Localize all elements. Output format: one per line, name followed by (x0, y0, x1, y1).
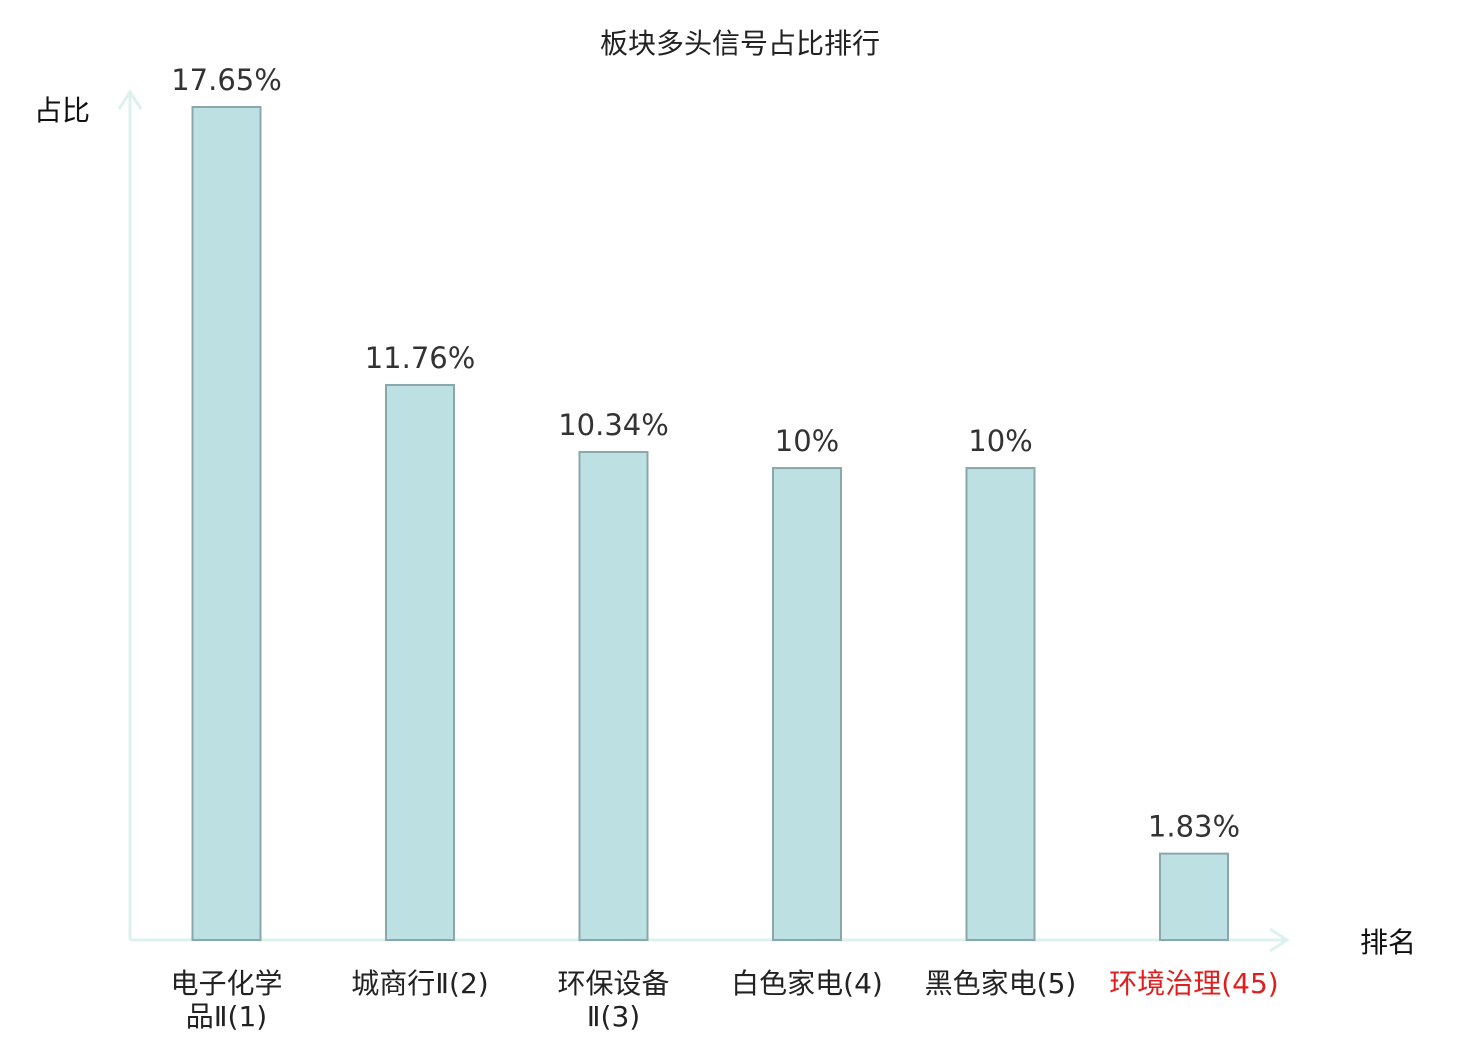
x-axis-arrow (1269, 927, 1290, 953)
category-label-6: 环境治理(45) (1109, 967, 1278, 1000)
chart-title: 板块多头信号占比排行 (600, 27, 880, 60)
bar-5 (965, 467, 1036, 941)
bar-1 (191, 106, 262, 941)
bar-4 (772, 467, 842, 941)
category-label-5: 黑色家电(5) (925, 967, 1077, 1000)
x-axis (130, 927, 1290, 953)
value-label-5: 10% (968, 424, 1032, 458)
value-label-6: 1.83% (1148, 810, 1240, 844)
y-axis (117, 89, 143, 940)
category-labels: 电子化学品Ⅱ(1) 城商行Ⅱ(2) 环保设备 Ⅱ(3) 白色家电(4) 黑色家电(5) 环境… (170, 967, 1278, 1033)
category-label-1: 电子化学品Ⅱ(1) (170, 967, 282, 1033)
y-axis-arrow (117, 89, 143, 110)
x-axis-label: 排名 (1360, 926, 1416, 959)
bar-2 (385, 383, 455, 941)
category-label-3: 环保设备 Ⅱ(3) (557, 967, 669, 1033)
bar-6 (1159, 852, 1229, 942)
value-labels: 17.65% 11.76% 10.34% 10% 10% 1.83% (171, 63, 1240, 844)
category-label-2: 城商行Ⅱ(2) (351, 967, 488, 1000)
category-label-4: 白色家电(4) (731, 967, 883, 1000)
value-label-3: 10.34% (558, 408, 669, 442)
value-label-4: 10% (775, 424, 839, 458)
y-axis-label: 占比 (34, 94, 90, 127)
value-label-1: 17.65% (171, 63, 282, 97)
bar-3 (578, 450, 649, 941)
bar-series (191, 106, 1229, 942)
value-label-2: 11.76% (365, 341, 476, 375)
